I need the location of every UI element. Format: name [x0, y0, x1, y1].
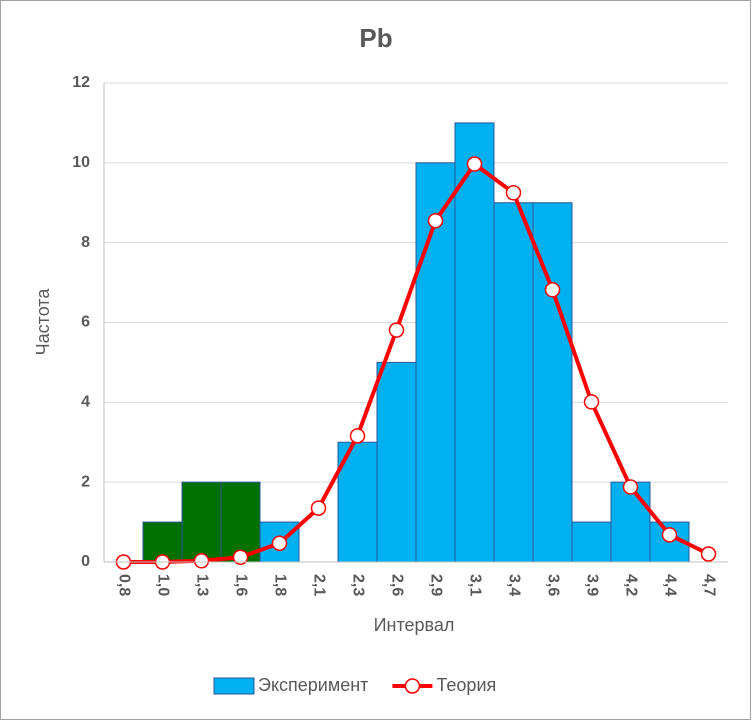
x-tick-label: 3,6 — [544, 574, 561, 596]
x-tick-label: 0,8 — [115, 574, 132, 596]
x-tick-label: 2,9 — [427, 574, 444, 596]
y-tick-label: 0 — [81, 553, 90, 570]
line — [123, 162, 710, 564]
x-tick-label: 1,8 — [271, 574, 288, 596]
line-marker — [466, 156, 483, 172]
y-axis-label: Частота — [33, 288, 53, 356]
legend-label: Эксперимент — [258, 675, 368, 695]
line-marker — [427, 212, 444, 229]
x-tick-label: 2,1 — [310, 574, 327, 596]
x-tick-label: 2,6 — [388, 574, 405, 596]
x-tick-label: 2,3 — [349, 574, 366, 596]
line-marker — [622, 479, 639, 495]
line-marker — [700, 546, 717, 562]
y-tick-label: 8 — [81, 234, 90, 251]
line-marker — [310, 500, 327, 516]
bar — [376, 361, 417, 563]
line-marker — [271, 535, 288, 551]
x-tick-label: 4,4 — [661, 574, 678, 596]
y-tick-label: 4 — [81, 394, 90, 411]
y-tick-label: 12 — [72, 74, 90, 91]
x-tick-label: 1,3 — [193, 574, 210, 596]
x-tick-label: 1,0 — [154, 574, 171, 596]
legend-label: Теория — [436, 675, 496, 695]
y-tick-label: 6 — [81, 314, 90, 331]
bar — [571, 521, 612, 563]
x-tick-label: 3,4 — [505, 574, 522, 596]
chart-title: Pb — [359, 23, 392, 53]
line-marker — [232, 549, 249, 565]
line-marker — [661, 527, 678, 543]
line-marker — [544, 282, 561, 298]
line-marker — [388, 322, 405, 338]
bar — [454, 122, 495, 563]
line-marker — [583, 394, 600, 410]
line-marker — [193, 553, 210, 569]
x-tick-label: 3,9 — [583, 574, 600, 596]
line-marker — [349, 428, 366, 444]
legend-swatch — [213, 677, 255, 695]
x-tick-label: 3,1 — [466, 574, 483, 596]
line-marker — [505, 185, 522, 201]
legend-swatch-marker — [404, 678, 421, 694]
y-tick-label: 2 — [81, 473, 90, 490]
y-tick-label: 10 — [72, 154, 90, 171]
x-tick-label: 4,7 — [700, 574, 717, 596]
x-axis-label: Интервал — [374, 615, 455, 635]
bar — [493, 202, 534, 563]
bar — [181, 481, 222, 563]
x-tick-label: 1,6 — [232, 574, 249, 596]
x-tick-label: 4,2 — [622, 574, 639, 596]
